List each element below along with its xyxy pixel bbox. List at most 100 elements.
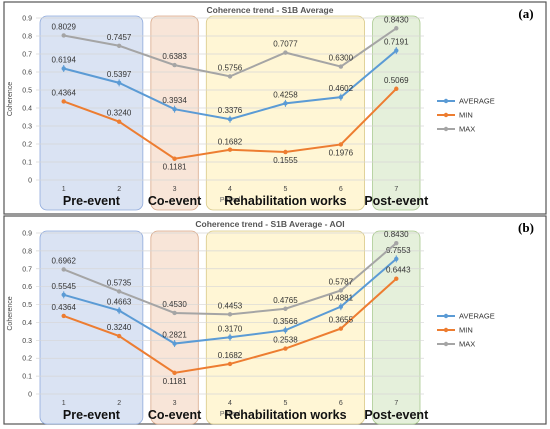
y-tick-label: 0.9 [22,231,32,238]
legend-entry: MIN [459,326,473,335]
data-label: 0.6300 [329,54,354,63]
phase-label: Pre-event [63,194,121,208]
data-point [283,149,288,155]
data-label: 0.4530 [162,300,187,309]
data-label: 0.6962 [51,256,76,265]
data-label: 0.3376 [218,106,243,115]
data-point [338,326,344,331]
y-tick-label: 0.8 [22,248,32,255]
panel-letter: (b) [518,220,534,235]
data-point [172,156,177,161]
phase-region [150,230,199,425]
chart-title: Coherence trend - S1B Average - AOI [195,219,344,229]
data-point [394,26,399,31]
data-label: 0.4364 [51,303,76,312]
y-tick-label: 0.4 [22,106,32,113]
phase-label: Rehabilitation works [224,408,346,422]
x-axis-label: Period [220,411,240,418]
legend-marker [443,112,449,118]
y-tick-label: 0.7 [22,266,32,273]
data-label: 0.5756 [218,63,243,72]
x-tick-label: 6 [339,400,343,407]
data-point [116,119,122,124]
data-point [172,62,177,68]
y-tick-label: 0.6 [22,284,32,291]
data-point [61,33,66,38]
data-point [338,142,344,147]
x-tick-label: 1 [62,186,66,193]
x-tick-label: 7 [394,400,398,407]
legend-entry: MIN [459,111,473,120]
phase-label: Pre-event [63,408,121,422]
data-label: 0.1976 [329,148,354,157]
legend-entry: AVERAGE [459,97,495,106]
data-label: 0.1181 [163,163,187,172]
x-tick-label: 2 [117,400,121,407]
data-label: 0.4258 [273,90,298,99]
phase-label: Post-event [364,194,429,208]
data-point [338,288,344,293]
data-label: 0.8430 [384,15,409,24]
legend-entry: AVERAGE [459,312,495,321]
data-point [283,50,288,55]
x-tick-label: 1 [62,400,66,407]
chart-title: Coherence trend - S1B Average [207,5,334,15]
data-point [394,86,399,91]
x-tick-label: 3 [173,400,177,407]
y-axis-label: Coherence [7,82,14,116]
data-label: 0.3566 [273,317,298,326]
legend-entry: MAX [459,125,475,134]
phase-label: Co-event [148,408,202,422]
y-tick-label: 0.1 [22,374,32,381]
y-tick-label: 0.3 [22,124,32,131]
phase-region [205,15,365,211]
legend-marker [443,313,449,319]
data-point [227,74,233,79]
data-point [61,99,66,104]
y-tick-label: 0.4 [22,320,32,327]
x-tick-label: 5 [283,400,287,407]
data-label: 0.3240 [107,109,132,118]
data-label: 0.5397 [107,70,132,79]
data-point [227,147,233,152]
y-tick-label: 0 [28,392,32,399]
data-point [116,43,122,48]
x-tick-label: 3 [173,186,177,193]
data-point [61,267,66,272]
y-tick-label: 0 [28,178,32,185]
legend-marker [443,341,449,347]
data-label: 0.7457 [107,33,132,42]
y-tick-label: 0.2 [22,142,32,149]
legend-marker [443,98,449,104]
data-label: 0.2538 [273,336,298,345]
x-axis-label: Period [220,197,240,204]
data-point [172,370,177,376]
data-label: 0.5545 [51,282,76,291]
x-tick-label: 4 [228,186,232,193]
phase-region [39,15,144,211]
data-label: 0.4663 [107,298,132,307]
legend-entry: MAX [459,340,475,349]
data-label: 0.4453 [218,301,243,310]
y-tick-label: 0.6 [22,70,32,77]
data-label: 0.4765 [273,296,298,305]
x-tick-label: 6 [339,186,343,193]
data-label: 0.7191 [384,38,409,47]
data-label: 0.1682 [218,351,243,360]
chart-panel-a: 0 0.1 0.2 0.3 0.4 0.5 0.6 0.7 0.8 0.9 Coherence tr… [3,1,547,215]
x-tick-label: 7 [394,186,398,193]
phase-label: Post-event [364,408,429,422]
y-axis-label: Coherence [7,296,14,330]
chart-panel-b: 0 0.1 0.2 0.3 0.4 0.5 0.6 0.7 0.8 0.9 Coherence tr… [3,215,547,425]
data-label: 0.4881 [329,294,354,303]
phase-region [372,230,421,425]
y-tick-label: 0.9 [22,16,32,23]
y-tick-label: 0.3 [22,338,32,345]
phase-label: Rehabilitation works [224,194,346,208]
data-point [227,312,233,317]
legend-marker [443,126,449,132]
data-label: 0.4364 [51,88,76,97]
y-tick-label: 0.7 [22,52,32,59]
data-point [116,289,122,294]
